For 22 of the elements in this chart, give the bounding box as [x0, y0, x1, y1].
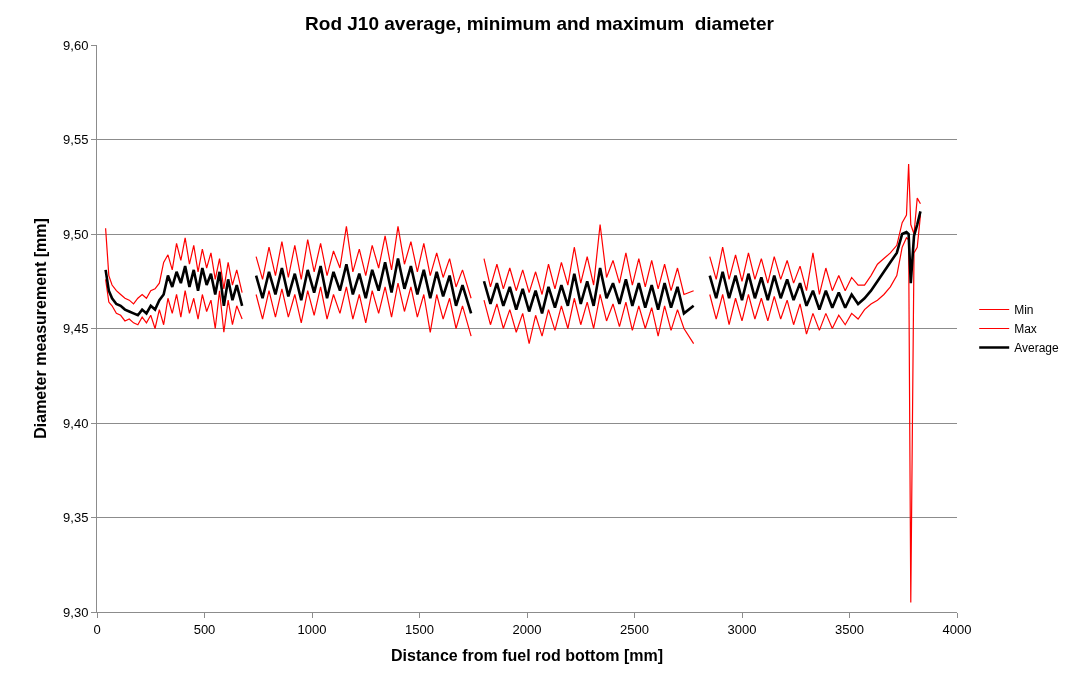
- x-axis-title: Distance from fuel rod bottom [mm]: [390, 647, 664, 665]
- legend-label: Min: [1014, 303, 1034, 318]
- y-tick-label: 9,35: [63, 510, 89, 526]
- y-tick-label: 9,30: [63, 604, 89, 620]
- y-tick-label: 9,50: [63, 226, 89, 242]
- x-tick-label: 3000: [727, 621, 757, 637]
- x-tick-label: 4000: [942, 621, 972, 637]
- chart-title: Rod J10 average, minimum and maximum diameter: [305, 13, 775, 35]
- y-tick-label: 9,60: [63, 37, 89, 53]
- x-tick-label: 2000: [512, 621, 542, 637]
- x-tick-label: 3500: [835, 621, 864, 637]
- y-axis-title: Diameter measurement [mm]: [31, 218, 49, 439]
- x-tick-label: 1000: [297, 621, 327, 637]
- x-tick-label: 500: [193, 621, 216, 637]
- y-tick-label: 9,55: [63, 132, 89, 148]
- x-tick-label: 1500: [405, 621, 434, 637]
- y-tick-label: 9,45: [63, 321, 89, 337]
- legend-label: Max: [1014, 322, 1037, 337]
- x-tick-label: 2500: [620, 621, 649, 637]
- legend-label: Average: [1014, 341, 1059, 356]
- y-tick-label: 9,40: [63, 415, 89, 431]
- x-tick-label: 0: [93, 621, 101, 637]
